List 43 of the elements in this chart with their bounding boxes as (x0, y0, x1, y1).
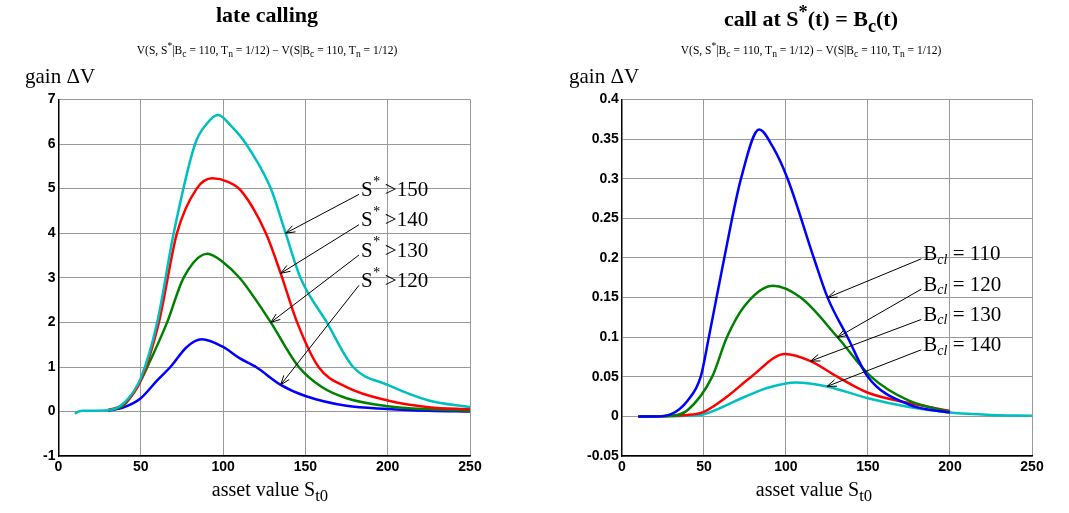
x-tick-label: 200 (938, 458, 962, 475)
y-tick-label: 4 (47, 224, 56, 241)
y-tick-label: 2 (47, 313, 56, 330)
y-tick-label: 1 (47, 357, 56, 374)
text: V(S, S$^{*}$|B$_{c}$ = 110, T$_{n}$ = 1/12) − V(S|B$_{c}$ = 110, T$_{n}$ = 1/12) (680, 40, 942, 60)
annotation: S* >150 (360, 173, 429, 201)
x-tick-label: 50 (132, 458, 149, 475)
y-tick-label: 7 (47, 90, 56, 107)
y-tick-label: 0.35 (591, 129, 620, 146)
x-tick-label: 50 (696, 458, 712, 475)
y-axis-title: gain ΔV (25, 64, 96, 89)
y-tick-label: 3 (47, 268, 56, 285)
y-tick-label: 0.05 (591, 367, 620, 384)
y-tick-label: 0 (611, 407, 620, 424)
line-series (73, 113, 470, 416)
annotation: S* >140 (360, 204, 429, 232)
y-tick-label: 0.2 (599, 248, 620, 265)
y-tick-label: 5 (47, 179, 56, 196)
y-axis-title: gain ΔV (569, 64, 640, 89)
chart-title: call at S$^{*}$(t) = B$_{c}$(t) (722, 2, 900, 37)
line-series (637, 128, 952, 418)
x-tick-label: 100 (211, 458, 235, 475)
text: V(S, S$^{*}$|B$_{c}$ = 110, T$_{n}$ = 1/12) − V(S|B$_{c}$ = 110, T$_{n}$ = 1/12) (136, 40, 398, 60)
x-tick-label: 250 (458, 458, 482, 475)
y-tick-label: 0.4 (599, 90, 620, 107)
annotation: S* >130 (360, 234, 429, 262)
y-tick-label: 6 (47, 134, 56, 151)
y-tick-label: 0.25 (591, 209, 620, 226)
y-tick-label: 0.3 (599, 169, 620, 186)
y-tick-label: 0.1 (599, 328, 620, 345)
annotation: S* >120 (360, 264, 429, 292)
y-tick-label: -1 (43, 447, 56, 464)
x-tick-label: 250 (1020, 458, 1044, 475)
x-tick-label: 150 (293, 458, 318, 475)
x-tick-label: 100 (774, 458, 798, 475)
x-axis-title: asset value S$_{t0}$ (754, 478, 874, 506)
y-tick-label: 0.15 (591, 288, 620, 305)
x-tick-label: 200 (376, 458, 400, 475)
x-tick-label: 150 (856, 458, 880, 475)
chart-title: late calling (214, 2, 319, 28)
y-tick-label: -0.05 (586, 447, 620, 464)
y-tick-label: 0 (47, 402, 56, 419)
x-axis-title: asset value S$_{t0}$ (210, 478, 330, 506)
